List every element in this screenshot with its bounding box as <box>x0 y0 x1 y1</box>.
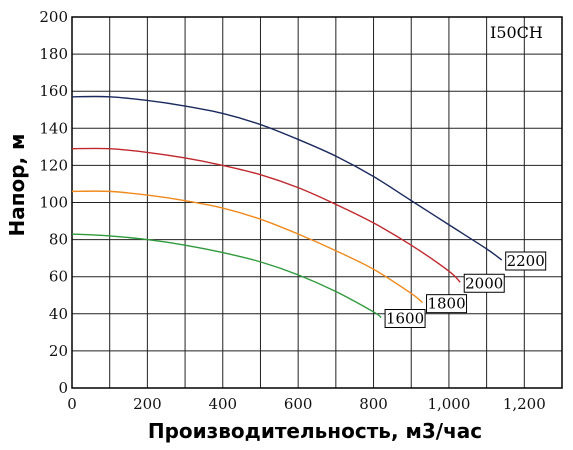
series-label-2200: 2200 <box>505 251 547 271</box>
series-line-1800 <box>71 190 423 304</box>
y-tick-label: 40 <box>49 305 68 323</box>
x-axis-title: Производительность, м3/час <box>148 419 482 443</box>
series-line-1600 <box>71 233 382 319</box>
series-label-box <box>426 294 468 314</box>
y-tick-labels: 0 20 40 60 80 100 120 140 160 180 200 <box>39 8 68 397</box>
x-tick-label: 1,000 <box>427 395 470 413</box>
x-tick-label: 1,200 <box>503 395 546 413</box>
series-label-text: 2000 <box>465 274 503 292</box>
x-tick-label: 400 <box>208 395 237 413</box>
curves <box>71 95 503 319</box>
y-tick-label: 60 <box>49 268 68 286</box>
y-tick-label: 180 <box>39 45 68 63</box>
series-label-text: 1600 <box>386 310 424 328</box>
y-axis-title: Напор, м <box>5 133 29 236</box>
x-tick-labels: 0 200 400 600 800 1,000 1,200 <box>67 395 546 413</box>
x-tick-label: 600 <box>284 395 313 413</box>
series-label-text: 1800 <box>427 295 465 313</box>
y-tick-label: 160 <box>39 82 68 100</box>
series-label-box <box>463 273 505 293</box>
y-tick-label: 120 <box>39 156 68 174</box>
model-label: I50CH <box>490 23 543 42</box>
y-tick-label: 200 <box>39 8 68 26</box>
series-line-2200 <box>71 95 503 261</box>
series-label-1600: 1600 <box>384 309 426 329</box>
x-tick-label: 800 <box>359 395 388 413</box>
grid <box>71 16 563 389</box>
y-tick-label: 20 <box>49 342 68 360</box>
series-label-text: 2200 <box>507 252 545 270</box>
y-tick-label: 0 <box>58 379 68 397</box>
series-label-2000: 2000 <box>463 273 505 293</box>
series-label-box <box>505 251 547 271</box>
plot-frame <box>71 16 563 389</box>
x-tick-label: 0 <box>67 395 77 413</box>
x-tick-label: 200 <box>133 395 162 413</box>
series-label-box <box>384 309 426 329</box>
series-line-2000 <box>71 147 461 283</box>
y-tick-label: 100 <box>39 194 68 212</box>
y-tick-label: 80 <box>49 231 68 249</box>
y-tick-label: 140 <box>39 119 68 137</box>
series-label-1800: 1800 <box>426 294 468 314</box>
